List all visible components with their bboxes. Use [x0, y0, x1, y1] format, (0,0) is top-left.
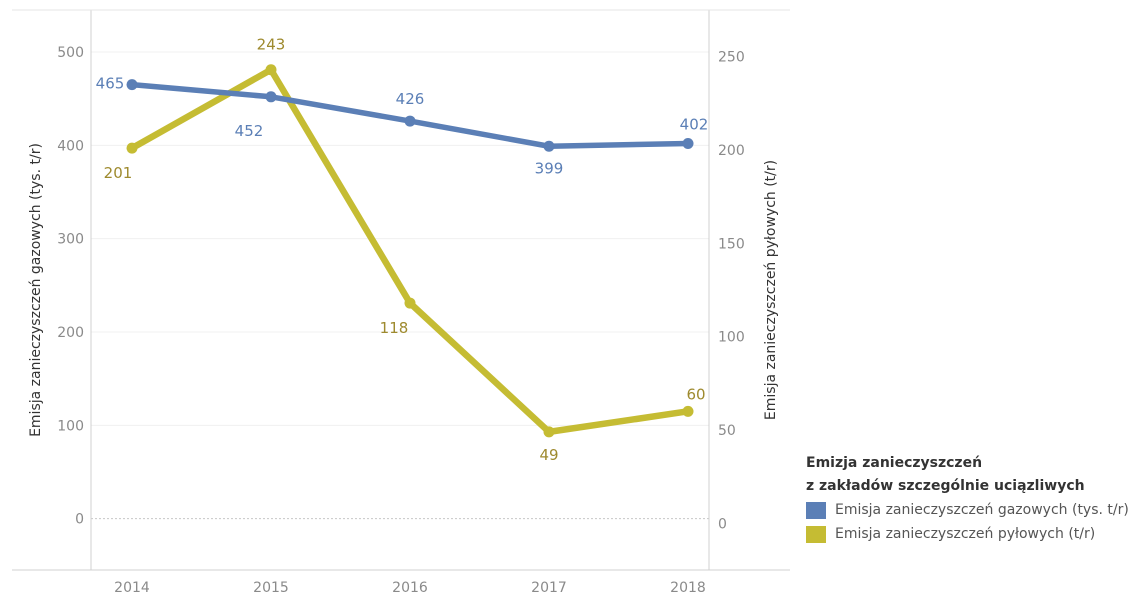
y-left-tick-label: 200 — [57, 325, 84, 341]
data-label-gas: 402 — [680, 115, 709, 133]
x-tick-label: 2017 — [531, 580, 567, 595]
data-label-dust: 201 — [104, 164, 133, 182]
legend-label-gas: Emisja zanieczyszczeń gazowych (tys. t/r… — [835, 502, 1129, 518]
y-left-tick-label: 500 — [57, 45, 84, 61]
x-tick-label: 2015 — [253, 580, 289, 595]
data-label-dust: 243 — [257, 36, 286, 54]
data-point-dust — [126, 142, 138, 154]
x-tick-label: 2016 — [392, 580, 428, 595]
y-right-axis-title: Emisja zanieczyszczeń pyłowych (t/r) — [763, 160, 779, 420]
data-point-dust — [543, 426, 555, 438]
data-label-gas: 465 — [96, 75, 125, 93]
y-right-tick-label: 150 — [718, 236, 745, 252]
legend: Emizja zanieczyszczeń z zakładów szczegó… — [806, 452, 1143, 546]
data-point-gas — [404, 115, 416, 127]
legend-swatch-gas — [806, 501, 826, 519]
y-left-tick-label: 100 — [57, 418, 84, 434]
legend-item-gas[interactable]: Emisja zanieczyszczeń gazowych (tys. t/r… — [806, 498, 1143, 522]
y-right-tick-label: 250 — [718, 50, 745, 66]
y-left-axis-title: Emisja zanieczyszczeń gazowych (tys. t/r… — [28, 143, 44, 437]
y-right-tick-label: 200 — [718, 143, 745, 159]
legend-title-line1: Emizja zanieczyszczeń — [806, 455, 983, 471]
data-point-gas — [682, 137, 694, 149]
data-point-gas — [543, 140, 555, 152]
data-label-gas: 452 — [235, 122, 264, 140]
data-label-gas: 399 — [535, 159, 564, 177]
y-right-tick-label: 0 — [718, 516, 727, 532]
y-right-tick-label: 100 — [718, 330, 745, 346]
data-point-dust — [404, 297, 416, 309]
data-point-dust — [682, 405, 694, 417]
data-point-dust — [265, 64, 277, 76]
y-left-tick-label: 0 — [75, 512, 84, 528]
x-tick-label: 2014 — [114, 580, 150, 595]
data-label-dust: 49 — [539, 446, 558, 464]
legend-label-dust: Emisja zanieczyszczeń pyłowych (t/r) — [835, 526, 1096, 542]
legend-title-line2: z zakładów szczególnie uciązliwych — [806, 478, 1085, 494]
y-left-tick-label: 300 — [57, 232, 84, 248]
x-tick-label: 2018 — [670, 580, 706, 595]
data-label-dust: 60 — [686, 385, 705, 403]
data-point-gas — [126, 79, 138, 91]
y-right-tick-label: 50 — [718, 423, 736, 439]
y-left-tick-label: 400 — [57, 138, 84, 154]
data-label-gas: 426 — [396, 90, 425, 108]
legend-item-dust[interactable]: Emisja zanieczyszczeń pyłowych (t/r) — [806, 522, 1143, 546]
legend-swatch-dust — [806, 525, 826, 543]
data-point-gas — [265, 91, 277, 103]
data-label-dust: 118 — [380, 319, 409, 337]
